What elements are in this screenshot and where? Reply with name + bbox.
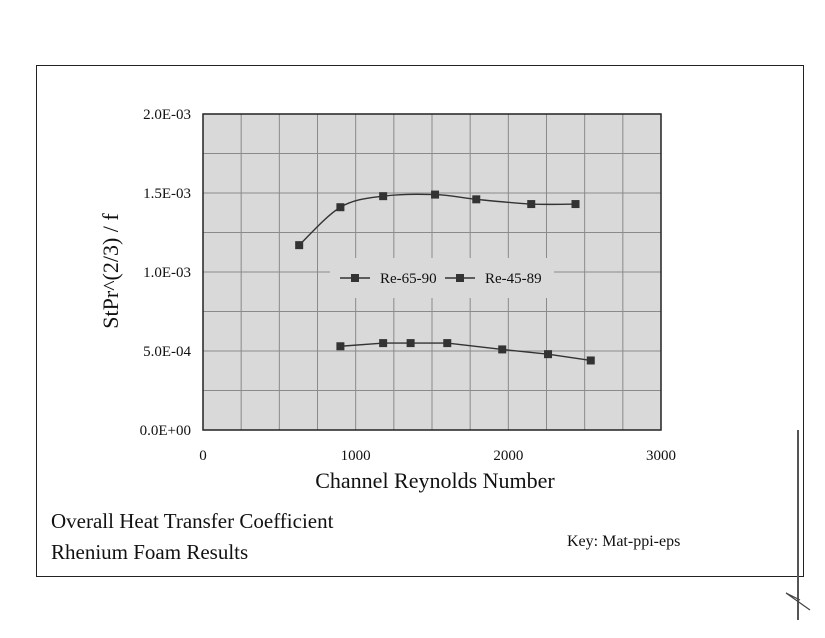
data-point-series-2 xyxy=(336,342,345,351)
data-point-series-1 xyxy=(295,241,304,250)
y-tick-label: 1.5E-03 xyxy=(143,186,191,202)
data-point-series-2 xyxy=(443,339,452,348)
corner-mark xyxy=(785,592,811,611)
legend-label-1: Re-65-90 xyxy=(380,271,437,287)
legend-label-2: Re-45-89 xyxy=(485,271,542,287)
y-tick-label: 0.0E+00 xyxy=(140,423,191,439)
plot-border xyxy=(202,113,662,431)
y-axis-title: StPr^(2/3) / f xyxy=(98,213,123,329)
caption-line-1: Overall Heat Transfer Coefficient xyxy=(51,509,334,533)
y-tick-label: 2.0E-03 xyxy=(143,107,191,123)
data-point-series-2 xyxy=(379,339,388,348)
y-tick-label: 1.0E-03 xyxy=(143,265,191,281)
key-label: Key: Mat-ppi-eps xyxy=(567,533,681,550)
data-point-series-1 xyxy=(527,200,536,209)
data-point-series-1 xyxy=(431,190,440,199)
legend-marker-1 xyxy=(351,274,359,282)
x-tick-label: 0 xyxy=(199,448,207,464)
x-tick-label: 2000 xyxy=(493,448,523,464)
y-tick-label: 5.0E-04 xyxy=(143,344,191,360)
data-point-series-2 xyxy=(406,339,415,348)
data-point-series-2 xyxy=(544,350,553,359)
data-point-series-1 xyxy=(379,192,388,201)
page-frame xyxy=(36,65,804,577)
data-point-series-2 xyxy=(498,345,507,354)
x-tick-label: 1000 xyxy=(341,448,371,464)
data-point-series-2 xyxy=(586,356,595,365)
caption-line-2: Rhenium Foam Results xyxy=(51,540,249,564)
page-edge xyxy=(797,430,799,620)
data-point-series-1 xyxy=(336,203,345,212)
legend-marker-2 xyxy=(456,274,464,282)
data-point-series-1 xyxy=(571,200,580,209)
x-tick-label: 3000 xyxy=(646,448,676,464)
data-point-series-1 xyxy=(472,195,481,204)
x-axis-title: Channel Reynolds Number xyxy=(315,468,555,493)
